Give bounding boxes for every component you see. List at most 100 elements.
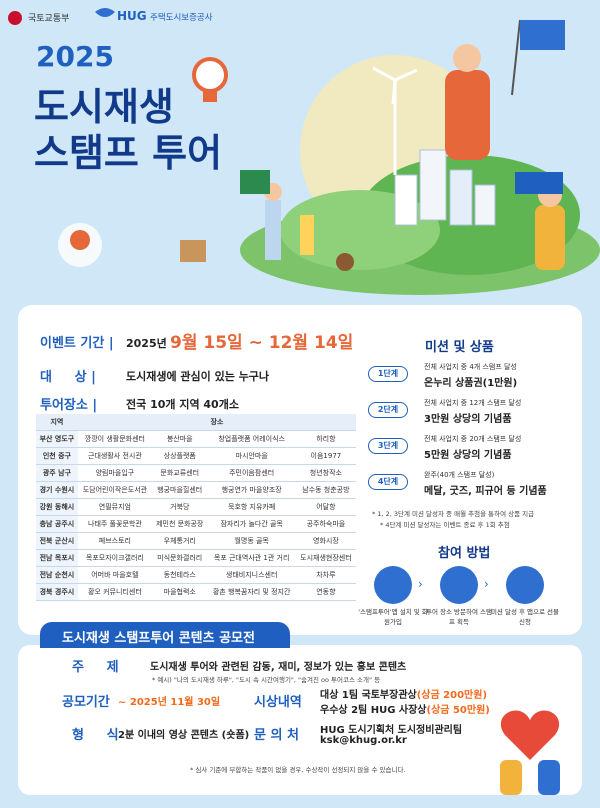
award-prize: (상금 200만원) <box>416 690 488 701</box>
stage-desc: 전체 사업지 중 12개 스탬프 달성 <box>424 399 522 407</box>
place-cell: 이음1977 <box>295 447 356 465</box>
hero-illustration <box>8 8 600 295</box>
place-cell: 문화교류센터 <box>151 464 208 482</box>
label: 문 의 처 <box>254 728 299 743</box>
note: * 4단계 미션 달성자는 이벤트 종료 후 1회 추첨 <box>380 521 510 529</box>
arrow: › <box>484 577 489 591</box>
stage-step: 4단계 <box>368 474 408 490</box>
value: 전국 10개 지역 40개소 <box>126 398 239 411</box>
stage-step: 2단계 <box>368 402 408 418</box>
place-cell: 주민이음팜센터 <box>207 464 296 482</box>
place-cell: 깡깡이 생활문화센터 <box>77 430 152 448</box>
value: HUG 도시기획처 도시정비관리팀 <box>320 725 463 736</box>
label: 투어장소 | <box>40 398 98 413</box>
table-row: 강원 동해시 연필뮤지엄 거북당 묵호항 지유카페 어달항 <box>36 498 356 516</box>
how-step: '스탬프투어'앱 설치 및 회원가입 <box>358 608 428 626</box>
place-cell: 동천테라스 <box>151 566 208 584</box>
table-row: 경기 수원시 도담어린이작은도서관 행궁마을힐센터 행궁연가 마을양조장 남수동 청춘공… <box>36 481 356 499</box>
icon <box>506 566 544 604</box>
place-cell: 도시재생현장센터 <box>295 549 356 567</box>
place-cell: 나태주 풀꽃문학관 <box>77 515 152 533</box>
place-cell: 영화시장 <box>295 532 356 550</box>
contest-tab <box>40 622 290 648</box>
region-cell: 인천 중구 <box>36 447 78 465</box>
org-name: 주택도시보증공사 <box>150 13 213 23</box>
award: 우수상 2팀 HUG 사장상(상금 50만원) <box>320 701 490 716</box>
title: 도시재생 <box>34 85 174 129</box>
header-cell: 장소 <box>77 414 356 431</box>
note: * 1, 2, 3단계 미션 달성자 중 매월 추첨을 통하여 상품 지급 <box>372 510 535 518</box>
place-cell: 어머바 마을호텔 <box>77 566 152 584</box>
table-row: 전남 순천시 어머바 마을호텔 동천테라스 생태비지니스센터 차차루 <box>36 566 356 584</box>
place-cell: 생태비지니스센터 <box>207 566 296 584</box>
stage-prize: 메달, 굿즈, 피규어 등 기념품 <box>424 486 547 497</box>
award-name: 우수상 2팀 HUG 사장상 <box>320 705 427 716</box>
region-cell: 전남 목포시 <box>36 549 78 567</box>
place-cell: 근대생활사 전시관 <box>77 447 152 465</box>
arrow: › <box>418 577 423 591</box>
label: 형 식 <box>72 728 119 743</box>
place-cell: 어달항 <box>295 498 356 516</box>
contest-box <box>18 645 582 795</box>
stage-desc: 전체 사업지 중 20개 스탬프 달성 <box>424 435 522 443</box>
place-cell: 행궁연가 마을양조장 <box>207 481 296 499</box>
label: 시상내역 <box>254 695 302 710</box>
table-row: 경북 경주시 황오 커뮤니티센터 마을협력소 황촌 행복꿈자리 및 정지간 연동향 <box>36 583 356 601</box>
label: 대 상 | <box>40 370 96 385</box>
place-cell: 남수동 청춘공방 <box>295 481 356 499</box>
stage-prize: 5만원 상당의 기념품 <box>424 450 512 461</box>
title-year: 2025 <box>36 40 114 73</box>
place-cell: 연필뮤지엄 <box>77 498 152 516</box>
value: ksk@khug.or.kr <box>320 735 407 746</box>
award: 대상 1팀 국토부장관상(상금 200만원) <box>320 686 487 701</box>
award-prize: (상금 50만원) <box>426 705 490 716</box>
region-cell: 전북 군산시 <box>36 532 78 550</box>
stage: 3단계 전체 사업지 중 20개 스탬프 달성 5만원 상당의 기념품 <box>368 434 573 464</box>
place-cell: 상상플랫폼 <box>151 447 208 465</box>
icon <box>374 566 412 604</box>
table-header: 지역 장소 <box>36 414 356 431</box>
stage-prize: 온누리 상품권(1만원) <box>424 378 518 389</box>
region-cell: 충남 공주시 <box>36 515 78 533</box>
label: 이벤트 기간 | <box>40 336 114 351</box>
title: 스탬프 투어 <box>34 131 223 175</box>
table-row: 인천 중구 근대생활사 전시관 상상플랫폼 마시안마을 이음1977 <box>36 447 356 465</box>
table-body: 부산 영도구 깡깡이 생활문화센터 봉산마을 창업플랫폼 어레이식스 하리항 인천 중구 근… <box>36 430 356 601</box>
value: 2025년 <box>126 337 167 350</box>
stage-step: 1단계 <box>368 366 408 382</box>
place-cell: 청년창작소 <box>295 464 356 482</box>
table-row: 광주 남구 양림마을입구 문화교류센터 주민이음팜센터 청년창작소 <box>36 464 356 482</box>
note: * 예시) "나의 도시재생 하루", "도시 속 시간여행기", "숨겨진 o… <box>152 676 381 684</box>
place-cell: 거북당 <box>151 498 208 516</box>
period: 9월 15일 ~ 12월 14일 <box>170 333 354 353</box>
org-name: 국토교통부 <box>28 14 70 24</box>
place-cell: 연동향 <box>295 583 356 601</box>
label: 공모기간 <box>62 695 110 710</box>
place-cell: 행궁마을힐센터 <box>151 481 208 499</box>
section-title: 미션 및 상품 <box>425 340 494 355</box>
place-cell: 마을협력소 <box>151 583 208 601</box>
place-cell: 묵호항 지유카페 <box>207 498 296 516</box>
org-logo: HUG <box>117 9 147 23</box>
place-cell: 봉산마을 <box>151 430 208 448</box>
label: 주 제 <box>72 660 119 675</box>
place-cell: 하리항 <box>295 430 356 448</box>
places-table: 지역 장소 부산 영도구 깡깡이 생활문화센터 봉산마을 창업플랫폼 어레이식스 하리항… <box>36 414 356 601</box>
place-cell: 마시안마을 <box>207 447 296 465</box>
decoration <box>500 710 560 795</box>
place-cell: 페브스토리 <box>77 532 152 550</box>
stage-desc: 전체 사업지 중 4개 스탬프 달성 <box>424 363 517 371</box>
icon <box>440 566 478 604</box>
region-cell: 경기 수원시 <box>36 481 78 499</box>
place-cell: 우체통거리 <box>151 532 208 550</box>
place-cell: 도담어린이작은도서관 <box>77 481 152 499</box>
place-cell: 창업플랫폼 어레이식스 <box>207 430 296 448</box>
value: ~ 2025년 11월 30일 <box>118 697 221 708</box>
footnote: * 심사 기준에 부합하는 작품이 없을 경우, 수상작이 선정되지 않을 수 … <box>190 766 406 774</box>
stage: 2단계 전체 사업지 중 12개 스탬프 달성 3만원 상당의 기념품 <box>368 398 573 428</box>
place-cell: 목포 근대역사관 1관 거리 <box>207 549 296 567</box>
value: 도시재생 투어와 관련된 감동, 재미, 정보가 있는 홍보 콘텐츠 <box>150 662 407 673</box>
region-cell: 경북 경주시 <box>36 583 78 601</box>
